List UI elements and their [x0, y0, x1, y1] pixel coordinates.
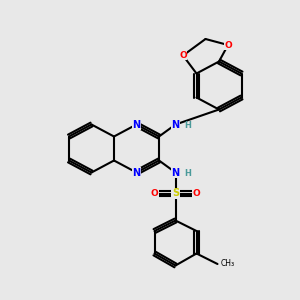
Text: S: S — [172, 188, 179, 199]
Text: O: O — [224, 40, 232, 50]
Text: N: N — [171, 167, 180, 178]
Text: O: O — [179, 51, 187, 60]
Text: O: O — [193, 189, 200, 198]
Text: N: N — [171, 119, 180, 130]
Text: N: N — [132, 119, 141, 130]
Text: O: O — [151, 189, 158, 198]
Text: H: H — [184, 169, 191, 178]
Text: N: N — [132, 167, 141, 178]
Text: H: H — [184, 122, 191, 130]
Text: CH₃: CH₃ — [220, 260, 235, 268]
